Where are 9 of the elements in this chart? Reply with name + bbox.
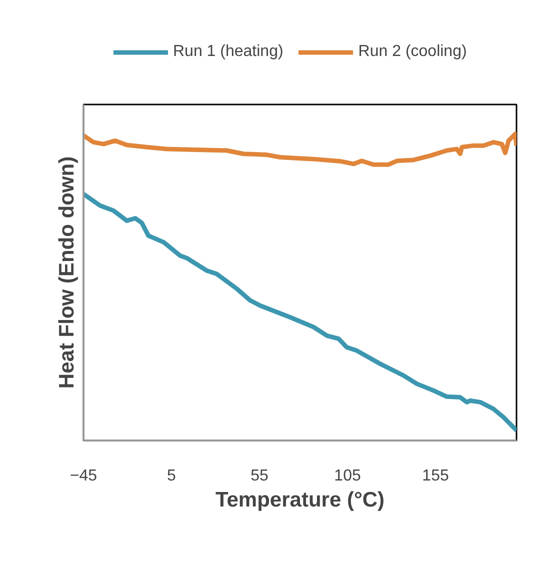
x-tick-label: −45 (70, 468, 98, 484)
x-tick-label: 105 (334, 468, 361, 484)
x-tick-label: 155 (422, 468, 449, 484)
legend-label: Run 1 (heating) (173, 43, 284, 61)
x-tick-label: 55 (250, 468, 269, 484)
legend-label: Run 2 (cooling) (358, 43, 467, 61)
y-axis-title: Heat Flow (Endo down) (56, 156, 78, 389)
x-axis-title: Temperature (°C) (215, 488, 385, 512)
x-tick-label: 5 (167, 468, 176, 484)
